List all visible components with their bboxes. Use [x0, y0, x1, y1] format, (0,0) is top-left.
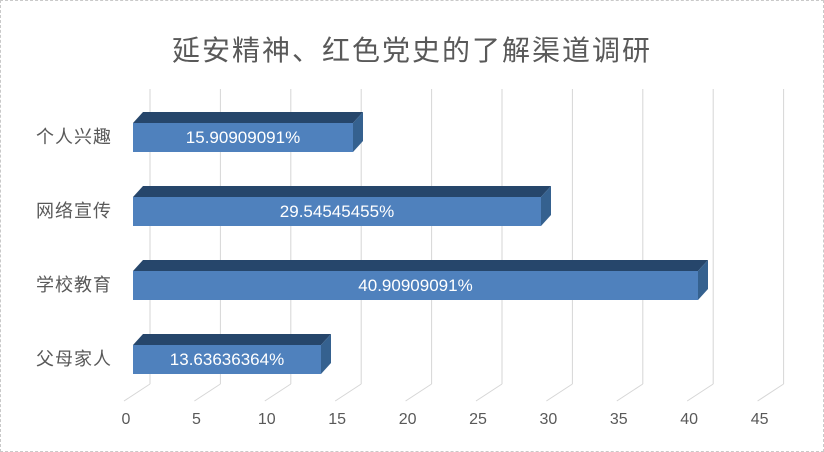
- bar-value-label: 13.63636364%: [169, 350, 285, 369]
- category-label: 父母家人: [36, 349, 112, 369]
- x-tick-label: 45: [750, 411, 769, 428]
- bar: [133, 345, 321, 374]
- gridline-floor-tick: [616, 383, 644, 402]
- gridline-floor-tick: [334, 383, 362, 402]
- gridline-floor-tick: [405, 383, 432, 402]
- x-tick-label: 5: [191, 411, 201, 428]
- gridline-floor-tick: [123, 383, 151, 402]
- x-tick-label: 20: [398, 411, 417, 428]
- bar-top-face: [133, 186, 551, 197]
- x-tick-label: 25: [469, 411, 487, 428]
- gridline-floor-tick: [264, 383, 292, 402]
- x-tick-label: 15: [328, 411, 347, 428]
- x-tick-label: 40: [680, 411, 699, 428]
- x-tick-label: 0: [121, 411, 131, 428]
- gridline-floor-tick: [757, 383, 784, 402]
- bar-side-face: [353, 112, 363, 152]
- bar: [133, 271, 698, 300]
- x-tick-label: 30: [539, 411, 558, 428]
- bar-top-face: [133, 260, 708, 271]
- gridline-floor-tick: [194, 383, 221, 402]
- chart-title: 延安精神、红色党史的了解渠道调研: [171, 35, 652, 66]
- bar: [133, 197, 541, 226]
- bar-top-face: [133, 334, 331, 345]
- bar: [133, 123, 353, 152]
- x-tick-label: 35: [609, 411, 628, 428]
- bar-value-label: 40.90909091%: [358, 276, 473, 295]
- gridline-floor-tick: [546, 383, 573, 402]
- category-label: 个人兴趣: [36, 127, 112, 147]
- bar-value-label: 15.90909091%: [185, 128, 301, 147]
- category-label: 网络宣传: [36, 201, 112, 221]
- bar-side-face: [541, 186, 551, 226]
- bar-side-face: [321, 334, 331, 374]
- gridline-floor-tick: [686, 383, 714, 402]
- bar-value-label: 29.54545455%: [279, 202, 395, 221]
- bar-top-face: [133, 112, 363, 123]
- category-label: 学校教育: [36, 275, 112, 295]
- gridline-floor-tick: [475, 383, 503, 402]
- bar-side-face: [698, 260, 708, 300]
- x-tick-label: 10: [257, 411, 276, 428]
